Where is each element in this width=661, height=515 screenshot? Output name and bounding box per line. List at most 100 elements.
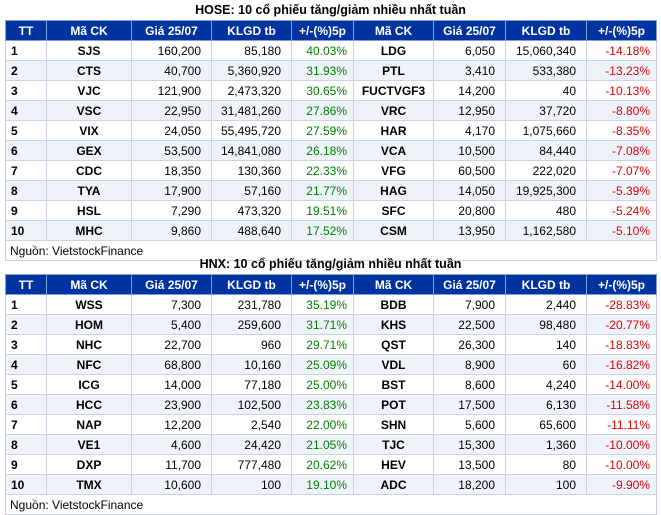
hnx-gainer-volume: 259,600 <box>211 314 292 335</box>
hose-table: TT Mã CK Giá 25/07 KLGD tb +/-(%)5p Mã CK Giá … <box>5 20 657 261</box>
hnx-gainer-code: WSS <box>46 294 132 315</box>
hose-gainer-code: CTS <box>46 60 132 81</box>
hnx-table-row: 3 NHC 22,700 960 29.71% QST 26,300 140 -18.83% <box>5 334 657 355</box>
hose-gainer-change: 22.33% <box>291 160 354 181</box>
hose-loser-code: SFC <box>353 200 434 221</box>
hnx-gainer-change: 29.71% <box>291 334 354 355</box>
hose-gainer-price: 9,860 <box>131 220 212 241</box>
hose-gainer-change: 26.18% <box>291 140 354 161</box>
hose-gainer-code: SJS <box>46 40 132 61</box>
hnx-loser-code: VDL <box>353 354 434 375</box>
hose-loser-code: HAR <box>353 120 434 141</box>
hose-gainer-code: TYA <box>46 180 132 201</box>
hnx-header-klgd: KLGD tb <box>211 274 292 295</box>
hnx-loser-change: -16.82% <box>586 354 657 375</box>
hose-section: HOSE: 10 cổ phiếu tăng/giảm nhiều nhất t… <box>5 1 657 261</box>
hose-loser-change: -5.10% <box>586 220 657 241</box>
hnx-gainer-price: 7,300 <box>131 294 212 315</box>
hose-rank: 9 <box>5 200 47 221</box>
hose-loser-price: 4,170 <box>433 120 506 141</box>
hose-gainer-code: GEX <box>46 140 132 161</box>
hose-gainer-price: 22,950 <box>131 100 212 121</box>
hnx-gainer-volume: 2,540 <box>211 414 292 435</box>
hnx-loser-code: BST <box>353 374 434 395</box>
hose-gainer-price: 18,350 <box>131 160 212 181</box>
hose-gainer-code: MHC <box>46 220 132 241</box>
hose-gainer-price: 24,050 <box>131 120 212 141</box>
hose-title: HOSE: 10 cổ phiếu tăng/giảm nhiều nhất t… <box>195 3 466 17</box>
hose-rank: 3 <box>5 80 47 101</box>
hose-gainer-price: 40,700 <box>131 60 212 81</box>
hose-gainer-volume: 473,320 <box>211 200 292 221</box>
hnx-loser-price: 15,300 <box>433 434 506 455</box>
hnx-gainer-volume: 960 <box>211 334 292 355</box>
hose-gainer-volume: 14,841,080 <box>211 140 292 161</box>
hnx-loser-volume: 2,440 <box>505 294 587 315</box>
hnx-loser-price: 8,600 <box>433 374 506 395</box>
hose-header-klgd: KLGD tb <box>211 20 292 41</box>
hnx-gainer-change: 21.05% <box>291 434 354 455</box>
hnx-gainer-volume: 10,160 <box>211 354 292 375</box>
hnx-loser-volume: 80 <box>505 454 587 475</box>
hose-loser-volume: 40 <box>505 80 587 101</box>
hose-gainer-volume: 2,473,320 <box>211 80 292 101</box>
hose-gainer-price: 7,290 <box>131 200 212 221</box>
hose-rank: 5 <box>5 120 47 141</box>
hose-rank: 8 <box>5 180 47 201</box>
hnx-loser-price: 17,500 <box>433 394 506 415</box>
hnx-rank: 4 <box>5 354 47 375</box>
hnx-loser-change: -20.77% <box>586 314 657 335</box>
hnx-loser-change: -11.11% <box>586 414 657 435</box>
hnx-gainer-volume: 24,420 <box>211 434 292 455</box>
hnx-header-pct: +/-(%)5p <box>291 274 354 295</box>
hose-gainer-volume: 31,481,260 <box>211 100 292 121</box>
hose-gainer-change: 31.93% <box>291 60 354 81</box>
hnx-rank: 10 <box>5 474 47 495</box>
hose-header-gia: Giá 25/07 <box>131 20 212 41</box>
hnx-title: HNX: 10 cổ phiếu tăng/giảm nhiều nhất tu… <box>199 257 462 271</box>
hnx-gainer-price: 10,600 <box>131 474 212 495</box>
hose-header: TT Mã CK Giá 25/07 KLGD tb +/-(%)5p Mã CK Giá … <box>5 20 657 41</box>
hnx-loser-change: -10.00% <box>586 454 657 475</box>
hose-gainer-code: VSC <box>46 100 132 121</box>
hose-gainer-change: 21.77% <box>291 180 354 201</box>
hnx-header-klgd-2: KLGD tb <box>505 274 587 295</box>
hnx-gainer-price: 12,200 <box>131 414 212 435</box>
hose-loser-volume: 533,380 <box>505 60 587 81</box>
hose-loser-price: 14,200 <box>433 80 506 101</box>
hose-loser-change: -7.07% <box>586 160 657 181</box>
hose-loser-change: -7.08% <box>586 140 657 161</box>
hnx-loser-change: -9.90% <box>586 474 657 495</box>
hnx-header-tt: TT <box>5 274 47 295</box>
hnx-gainer-code: NHC <box>46 334 132 355</box>
hose-table-row: 6 GEX 53,500 14,841,080 26.18% VCA 10,500 84,44… <box>5 140 657 161</box>
hnx-loser-volume: 4,240 <box>505 374 587 395</box>
hnx-table-row: 1 WSS 7,300 231,780 35.19% BDB 7,900 2,440 -28.8… <box>5 294 657 315</box>
hose-gainer-change: 27.86% <box>291 100 354 121</box>
hnx-rank: 5 <box>5 374 47 395</box>
hnx-loser-price: 18,200 <box>433 474 506 495</box>
hnx-loser-code: BDB <box>353 294 434 315</box>
hose-rank: 2 <box>5 60 47 81</box>
hose-table-row: 7 CDC 18,350 130,360 22.33% VFG 60,500 222,020-… <box>5 160 657 181</box>
hose-header-pct-2: +/-(%)5p <box>586 20 657 41</box>
hose-header-ma-ck-2: Mã CK <box>353 20 434 41</box>
hose-header-gia-2: Giá 25/07 <box>433 20 506 41</box>
hose-header-ma-ck: Mã CK <box>46 20 132 41</box>
hose-loser-code: LDG <box>353 40 434 61</box>
hose-rank: 4 <box>5 100 47 121</box>
hnx-loser-price: 13,500 <box>433 454 506 475</box>
hose-gainer-change: 17.52% <box>291 220 354 241</box>
hnx-loser-volume: 140 <box>505 334 587 355</box>
hnx-header-gia: Giá 25/07 <box>131 274 212 295</box>
hnx-loser-volume: 6,130 <box>505 394 587 415</box>
hnx-gainer-volume: 77,180 <box>211 374 292 395</box>
hose-loser-code: FUCTVGF3 <box>353 80 434 101</box>
hnx-table: TT Mã CK Giá 25/07 KLGD tb +/-(%)5p Mã CK Giá … <box>5 274 657 515</box>
hnx-gainer-price: 5,400 <box>131 314 212 335</box>
hose-rank: 1 <box>5 40 47 61</box>
hnx-gainer-price: 11,700 <box>131 454 212 475</box>
hnx-header-ma-ck-2: Mã CK <box>353 274 434 295</box>
hose-loser-change: -8.80% <box>586 100 657 121</box>
hose-loser-change: -8.35% <box>586 120 657 141</box>
